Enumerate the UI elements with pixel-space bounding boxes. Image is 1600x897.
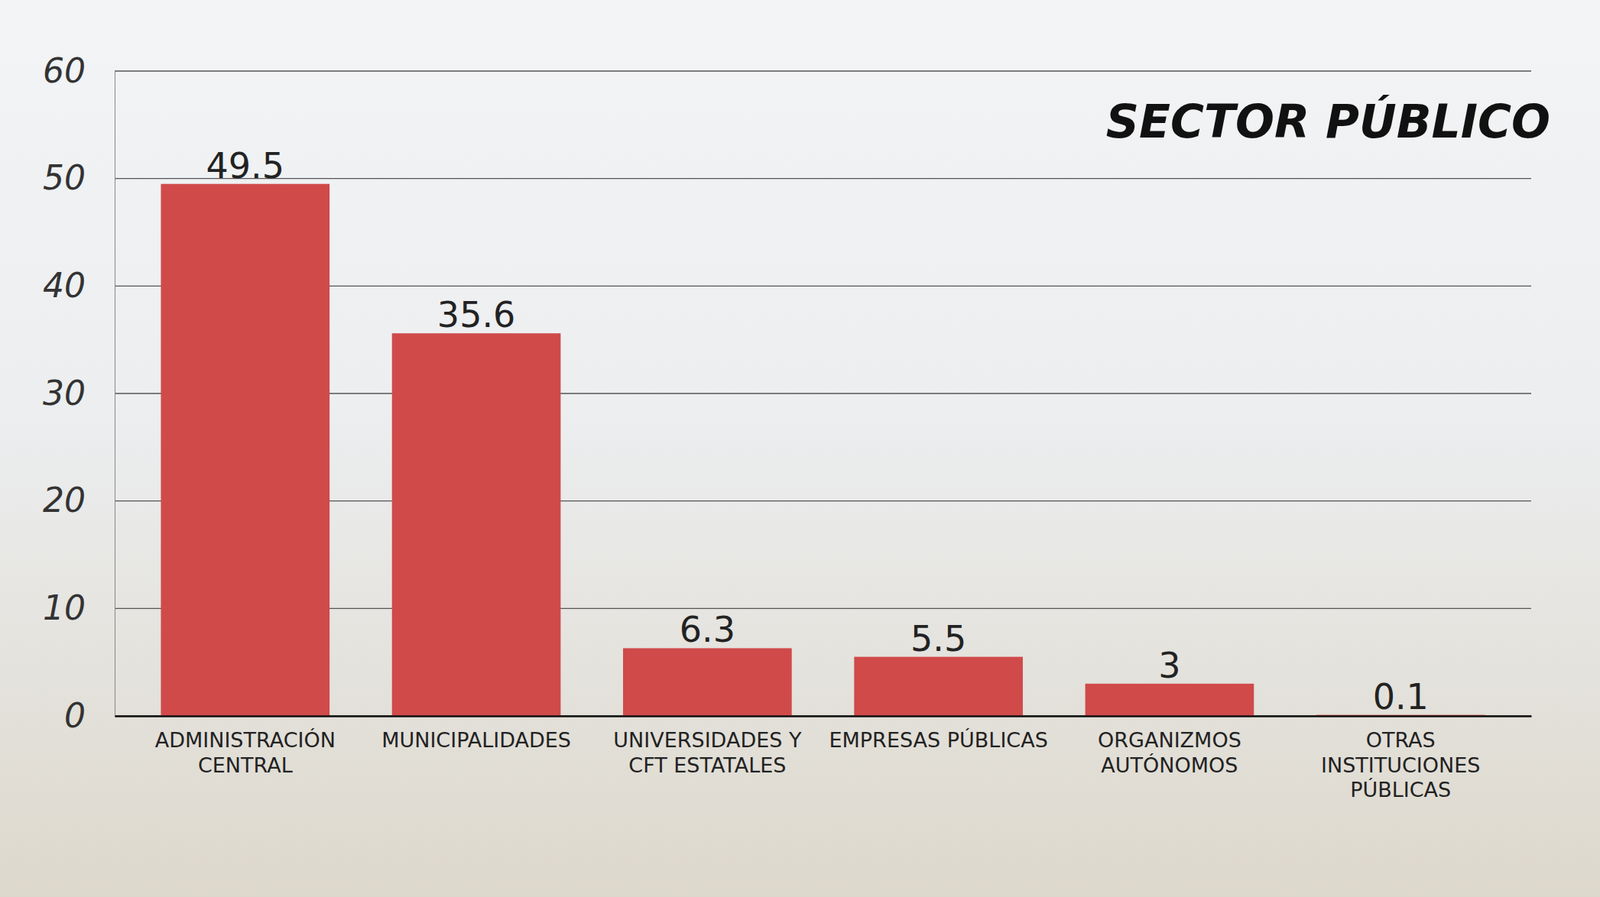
bar: [623, 648, 792, 717]
y-tick: 20: [42, 480, 115, 520]
data-label: 0.1: [1372, 676, 1429, 718]
bars: [160, 184, 1485, 717]
title: SECTOR PÚBLICO: [1106, 94, 1551, 149]
y-tick-label: 50: [42, 158, 86, 198]
y-tick-label: 10: [42, 588, 86, 628]
grid-line: [114, 715, 1532, 717]
x-tick: MUNICIPALIDADES: [381, 716, 572, 753]
y-tick-label: 40: [42, 266, 86, 306]
data-label: 49.5: [206, 145, 285, 187]
x-tick: ADMINISTRACIÓNCENTRAL: [155, 716, 336, 778]
x-tick-label: ORGANIZMOSAUTÓNOMOS: [1097, 728, 1242, 777]
x-tick-label: OTRASINSTITUCIONESPÚBLICAS: [1320, 728, 1480, 802]
x-tick: ORGANIZMOSAUTÓNOMOS: [1097, 716, 1242, 778]
y-tick: 50: [42, 158, 115, 198]
grid-line: [114, 70, 1532, 72]
grid-line: [114, 178, 1532, 179]
data-label: 3: [1158, 645, 1181, 687]
y-tick-label: 0: [64, 696, 86, 736]
data-labels: 49.5 35.6 6.3 5.5 3 0.1: [206, 145, 1429, 718]
bar: [1085, 684, 1255, 717]
y-tick-label: 60: [42, 51, 86, 91]
x-tick-label: UNIVERSIDADES YCFT ESTATALES: [613, 728, 802, 777]
x-tick-label: MUNICIPALIDADES: [381, 728, 572, 753]
chart: 0 10 20 30 40 50 60 ADMINISTRACIÓNCENTRAL MUNICI…: [0, 0, 1600, 897]
y-tick-label: 20: [42, 480, 86, 520]
x-tick: EMPRESAS PÚBLICAS: [828, 716, 1048, 753]
y-tick: 40: [42, 266, 115, 306]
bar: [392, 333, 562, 717]
y-tick: 30: [42, 373, 115, 413]
grid: [114, 71, 1532, 717]
x-tick: UNIVERSIDADES YCFT ESTATALES: [613, 716, 802, 778]
y-axis-line: [114, 71, 116, 718]
bar: [160, 184, 330, 717]
y-tick: 60: [42, 51, 115, 91]
data-label: 5.5: [910, 618, 967, 660]
x-tick-label: ADMINISTRACIÓNCENTRAL: [155, 728, 336, 777]
data-label: 35.6: [437, 294, 516, 336]
x-axis: ADMINISTRACIÓNCENTRAL MUNICIPALIDADES UNIV…: [115, 716, 1532, 802]
bar: [853, 657, 1023, 717]
x-tick: OTRASINSTITUCIONESPÚBLICAS: [1320, 716, 1480, 802]
y-axis: 0 10 20 30 40 50 60: [42, 51, 116, 736]
x-axis-line: [115, 715, 1532, 718]
plot: 0 10 20 30 40 50 60 ADMINISTRACIÓNCENTRAL MUNICI…: [42, 51, 1532, 802]
background: [0, 0, 1600, 897]
y-tick: 0: [64, 696, 115, 736]
y-tick-label: 30: [42, 373, 86, 413]
data-label: 6.3: [679, 609, 736, 651]
x-tick-label: EMPRESAS PÚBLICAS: [828, 728, 1048, 753]
y-tick: 10: [42, 588, 115, 628]
